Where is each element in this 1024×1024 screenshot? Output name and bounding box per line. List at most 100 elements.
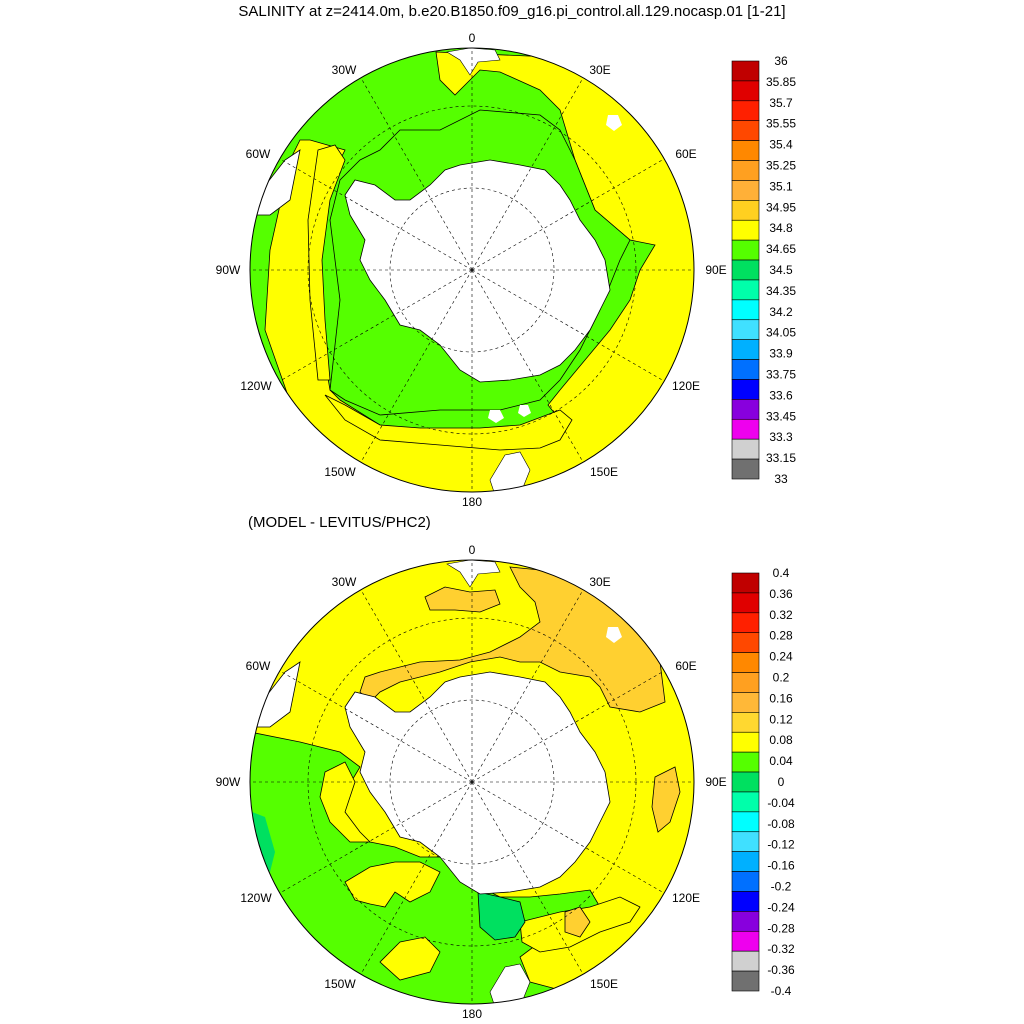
difference-field-teal — [477, 891, 526, 941]
lon-label: 120W — [240, 379, 272, 393]
colorbar-label: 33 — [774, 472, 788, 486]
colorbar-label: 0.04 — [769, 754, 793, 768]
colorbar-swatch — [731, 771, 760, 793]
colorbar-swatch — [731, 692, 760, 713]
lon-label: 90W — [216, 775, 241, 789]
island-land — [488, 410, 504, 423]
colorbar-swatch — [731, 970, 760, 992]
colorbar-swatch — [731, 950, 760, 972]
colorbar-swatch — [731, 632, 760, 653]
colorbar-label: 35.4 — [769, 138, 793, 152]
colorbar-swatch — [731, 731, 760, 753]
colorbar-label: 35.7 — [769, 96, 793, 110]
colorbar-label: 35.55 — [766, 117, 796, 131]
colorbar-swatch — [731, 80, 760, 102]
lon-label: 90E — [705, 263, 726, 277]
lon-label: 30W — [332, 63, 357, 77]
difference-field-orange — [424, 586, 501, 613]
lon-label: 120E — [672, 891, 700, 905]
lon-label: 0 — [469, 31, 476, 45]
lon-label: 60E — [675, 659, 696, 673]
colorbar-label: 0.08 — [769, 733, 793, 747]
salinity-difference-map: 0 30E 60E 90E 120E 150E 180 150W 120W 90… — [216, 543, 795, 1021]
lon-label: 30E — [589, 575, 610, 589]
difference-colorbar: 0.4 0.36 0.32 0.28 0.24 0.2 0.16 0.12 0.08 0.04 0 -… — [731, 566, 795, 998]
colorbar-swatch — [731, 418, 760, 440]
lon-label: 150W — [324, 977, 356, 991]
colorbar-label: 34.2 — [769, 305, 793, 319]
colorbar-swatch — [731, 612, 760, 634]
colorbar-label: -0.12 — [767, 838, 795, 852]
colorbar-label: 34.8 — [769, 221, 793, 235]
colorbar-label: 33.3 — [769, 430, 793, 444]
difference-field-yellow-blob — [379, 936, 441, 981]
colorbar-swatch — [731, 811, 760, 833]
lon-label: 150E — [590, 465, 618, 479]
south-america-land — [250, 149, 301, 216]
lon-label: 90W — [216, 263, 241, 277]
colorbar-swatch — [731, 379, 760, 400]
colorbar-label: 0 — [778, 775, 785, 789]
colorbar-label: 34.35 — [766, 284, 796, 298]
salinity-colorbar: 36 35.85 35.7 35.55 35.4 35.25 35.1 34.95 34.8 34… — [731, 54, 796, 486]
colorbar-label: 0.36 — [769, 587, 793, 601]
difference-field-orange — [564, 906, 591, 938]
salinity-field-yellow-south — [324, 394, 573, 451]
lon-label: 30E — [589, 63, 610, 77]
colorbar-swatch — [731, 239, 760, 261]
colorbar-swatch — [731, 399, 760, 420]
colorbar-swatch — [731, 259, 760, 281]
salinity-map: 0 30E 60E 90E 120E 150E 180 150W 120W 90… — [216, 31, 797, 509]
colorbar-label: 33.9 — [769, 347, 793, 361]
new-zealand-land — [489, 451, 531, 492]
colorbar-swatch — [731, 140, 760, 161]
colorbar-label: 0.16 — [769, 691, 793, 705]
new-zealand-land — [489, 963, 531, 1004]
colorbar-swatch — [731, 871, 760, 892]
longitude-labels: 0 30E 60E 90E 120E 150E 180 150W 120W 90… — [216, 31, 727, 509]
colorbar-label: -0.04 — [767, 796, 795, 810]
island-land — [518, 405, 531, 417]
lon-label: 120W — [240, 891, 272, 905]
south-america-land — [250, 661, 301, 728]
colorbar-label: -0.32 — [767, 942, 795, 956]
lon-label: 0 — [469, 543, 476, 557]
colorbar-label: 33.75 — [766, 368, 796, 382]
colorbar-swatch — [731, 60, 760, 82]
lon-label: 60W — [246, 659, 271, 673]
colorbar-swatch — [731, 911, 760, 932]
colorbar-label: 34.05 — [766, 326, 796, 340]
longitude-gridlines — [250, 48, 694, 492]
difference-field-orange — [651, 766, 681, 833]
colorbar-swatch — [731, 791, 760, 813]
colorbar-swatch — [731, 751, 760, 773]
colorbar-swatch — [731, 652, 760, 673]
lon-label: 60E — [675, 147, 696, 161]
colorbar-label: 34.65 — [766, 242, 796, 256]
lon-label: 180 — [462, 495, 482, 509]
colorbar-label: -0.4 — [771, 984, 792, 998]
colorbar-label: 33.15 — [766, 451, 796, 465]
colorbar-swatch — [731, 851, 760, 872]
colorbar-swatch — [731, 160, 760, 181]
island-land — [606, 627, 622, 643]
colorbar-label: 36 — [774, 54, 788, 68]
colorbar-swatch — [731, 891, 760, 912]
colorbar-label: 0.24 — [769, 650, 793, 664]
colorbar-swatch — [731, 592, 760, 614]
antarctica-land — [344, 159, 611, 383]
colorbar-label: -0.08 — [767, 817, 795, 831]
colorbar-label: 33.6 — [769, 388, 793, 402]
colorbar-label: -0.2 — [771, 880, 792, 894]
colorbar-swatch — [731, 100, 760, 122]
colorbar-label: 0.28 — [769, 629, 793, 643]
colorbar-swatch — [731, 712, 760, 733]
lon-label: 90E — [705, 775, 726, 789]
colorbar-label: 0.4 — [773, 566, 790, 580]
colorbar-swatch — [731, 458, 760, 480]
colorbar-label: 34.5 — [769, 263, 793, 277]
colorbar-label: 0.2 — [773, 671, 790, 685]
colorbar-swatch — [731, 200, 760, 221]
longitude-gridlines — [250, 560, 694, 1004]
difference-field-yellow-blob — [344, 861, 441, 908]
